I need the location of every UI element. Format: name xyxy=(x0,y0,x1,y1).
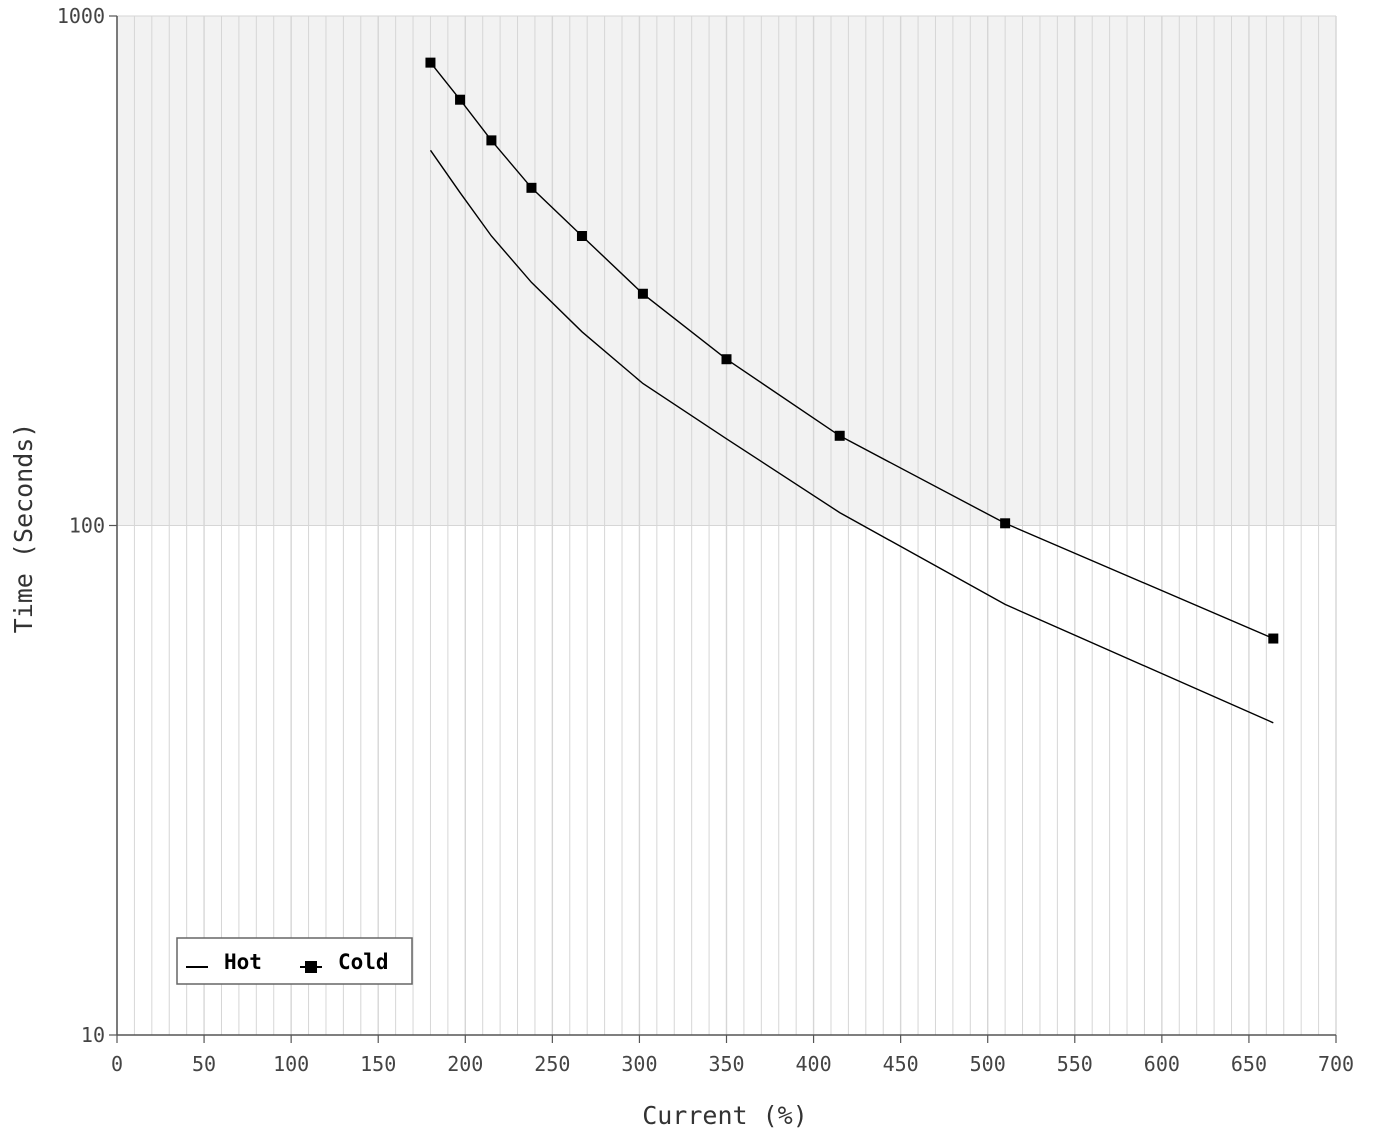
x-tick-label: 200 xyxy=(447,1052,483,1076)
y-tick-label: 10 xyxy=(81,1023,105,1047)
series-point-cold xyxy=(721,354,732,365)
x-tick-label: 550 xyxy=(1057,1052,1093,1076)
series-point-cold xyxy=(834,430,845,441)
x-tick-label: 350 xyxy=(708,1052,744,1076)
series-line-cold xyxy=(429,62,1274,640)
legend-box xyxy=(176,937,413,985)
series-point-cold xyxy=(576,231,587,242)
y-tick-label: 100 xyxy=(69,514,105,538)
series-point-cold xyxy=(486,135,497,146)
x-tick-label: 700 xyxy=(1318,1052,1354,1076)
grid xyxy=(116,15,1337,1035)
axes xyxy=(109,15,1337,1043)
x-tick-label: 150 xyxy=(360,1052,396,1076)
x-tick-label: 500 xyxy=(970,1052,1006,1076)
x-tick-label: 100 xyxy=(273,1052,309,1076)
series xyxy=(425,57,1279,724)
series-point-cold xyxy=(425,57,436,68)
legend-cold-label: Cold xyxy=(338,950,389,974)
series-point-cold xyxy=(526,182,537,193)
legend-hot-label: Hot xyxy=(224,950,262,974)
series-point-cold xyxy=(637,288,648,299)
x-tick-label: 400 xyxy=(796,1052,832,1076)
x-tick-label: 650 xyxy=(1231,1052,1267,1076)
legend: Hot Cold xyxy=(176,937,413,985)
x-tick-label: 300 xyxy=(621,1052,657,1076)
y-axis-title: Time (Seconds) xyxy=(9,423,38,634)
legend-cold-swatch-marker xyxy=(305,961,317,973)
x-axis-title: Current (%) xyxy=(642,1101,808,1130)
x-tick-label: 0 xyxy=(111,1052,123,1076)
x-tick-label: 250 xyxy=(534,1052,570,1076)
y-tick-label: 1000 xyxy=(57,4,105,28)
x-tick-label: 450 xyxy=(883,1052,919,1076)
series-point-cold xyxy=(1000,518,1011,529)
x-tick-label: 50 xyxy=(192,1052,216,1076)
series-point-cold xyxy=(1268,633,1279,644)
x-tick-label: 600 xyxy=(1144,1052,1180,1076)
series-line-hot xyxy=(429,149,1274,724)
series-point-cold xyxy=(455,94,466,105)
tick-labels: 0 50 100 150 200 250 300 350 400 450 500 550 600 650 7… xyxy=(57,4,1354,1076)
